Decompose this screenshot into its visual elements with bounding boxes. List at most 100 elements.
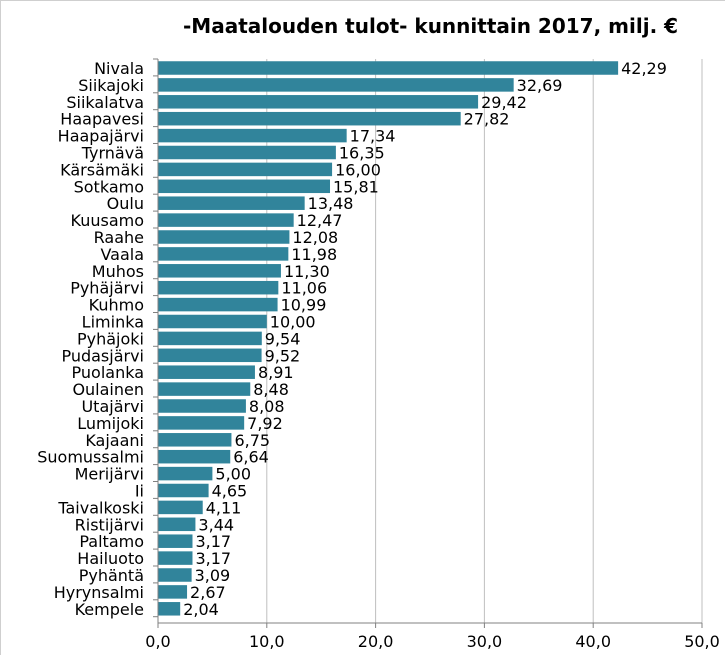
- bar: [158, 416, 245, 430]
- value-label: 6,75: [234, 431, 270, 450]
- bar: [158, 247, 289, 261]
- category-label: Hyrynsalmi: [54, 583, 144, 602]
- value-label: 8,08: [249, 397, 285, 416]
- axes: [153, 58, 703, 628]
- value-label: 16,00: [335, 160, 381, 179]
- category-label: Oulu: [107, 194, 144, 213]
- x-tick-label: 50,0: [684, 632, 720, 651]
- chart-title: -Maatalouden tulot- kunnittain 2017, mil…: [183, 14, 678, 38]
- category-label: Kajaani: [85, 431, 144, 450]
- value-label: 5,00: [215, 465, 251, 484]
- category-label: Haapajärvi: [58, 127, 144, 146]
- bar: [158, 61, 619, 75]
- value-label: 3,09: [195, 566, 231, 585]
- value-label: 42,29: [621, 59, 667, 78]
- value-label: 12,08: [292, 228, 338, 247]
- category-label: Lumijoki: [77, 414, 144, 433]
- value-label: 32,69: [517, 76, 563, 95]
- bar: [158, 314, 267, 329]
- value-label: 4,65: [212, 482, 248, 501]
- bar: [158, 483, 209, 498]
- x-tick-label: 10,0: [249, 632, 285, 651]
- value-label: 11,06: [281, 279, 327, 298]
- value-label: 2,04: [183, 600, 219, 619]
- category-label: Tyrnävä: [81, 144, 144, 163]
- x-tick-label: 20,0: [358, 632, 394, 651]
- value-label: 15,81: [333, 177, 379, 196]
- bar: [158, 331, 262, 346]
- category-label: Muhos: [92, 262, 144, 281]
- value-label: 2,67: [190, 583, 226, 602]
- bar: [158, 399, 246, 413]
- category-label: Taivalkoski: [57, 498, 144, 517]
- value-label: 3,17: [195, 549, 231, 568]
- category-label: Puolanka: [72, 363, 144, 382]
- bar: [158, 162, 333, 177]
- category-label: Paltamo: [79, 532, 144, 551]
- category-label: Pudasjärvi: [61, 346, 144, 365]
- bar: [158, 602, 181, 616]
- bar: [158, 230, 290, 244]
- value-label: 8,48: [253, 380, 289, 399]
- category-label: Ristijärvi: [75, 515, 144, 534]
- value-label: 12,47: [297, 211, 343, 230]
- category-label: Pyhäjärvi: [70, 279, 144, 298]
- grid-lines: [266, 59, 703, 623]
- category-label: Kuusamo: [71, 211, 145, 230]
- value-label: 11,30: [284, 262, 330, 281]
- value-label: 9,54: [265, 329, 301, 348]
- value-label: 29,42: [481, 93, 527, 112]
- category-label: Utajärvi: [81, 397, 144, 416]
- value-label: 16,35: [339, 144, 385, 163]
- category-label: Pyhäntä: [79, 566, 144, 585]
- bar: [158, 280, 279, 295]
- category-label: Pyhäjoki: [77, 329, 144, 348]
- bars: [158, 61, 619, 616]
- value-label: 8,91: [258, 363, 294, 382]
- category-label: Kärsämäki: [60, 160, 144, 179]
- bar: [158, 500, 203, 515]
- bar: [158, 551, 193, 565]
- bar: [158, 196, 305, 210]
- bar: [158, 95, 479, 109]
- bar: [158, 145, 336, 160]
- bar: [158, 585, 188, 599]
- x-tick-label: 0,0: [145, 632, 170, 651]
- value-label: 17,34: [350, 127, 396, 146]
- category-label: Siikajoki: [78, 76, 144, 95]
- bar: [158, 128, 347, 143]
- category-label: Oulainen: [72, 380, 144, 399]
- bar: [158, 365, 255, 379]
- category-label: Ii: [135, 482, 144, 501]
- category-label: Sotkamo: [74, 177, 144, 196]
- category-label: Suomussalmi: [37, 448, 144, 467]
- bar: [158, 348, 262, 363]
- bar: [158, 449, 231, 464]
- bar: [158, 517, 196, 532]
- category-label: Liminka: [82, 313, 144, 332]
- category-label: Haapavesi: [60, 110, 144, 129]
- category-label: Kempele: [75, 600, 144, 619]
- bar: [158, 466, 213, 481]
- bar: [158, 213, 294, 227]
- category-label: Siikalatva: [66, 93, 144, 112]
- category-label: Raahe: [94, 228, 144, 247]
- x-tick-label: 40,0: [575, 632, 611, 651]
- value-label: 4,11: [206, 498, 242, 517]
- bar: [158, 179, 331, 194]
- bar: [158, 534, 193, 548]
- value-label: 9,52: [265, 346, 301, 365]
- value-label: 11,98: [291, 245, 337, 264]
- value-label: 6,64: [233, 448, 269, 467]
- category-label: Vaala: [100, 245, 144, 264]
- x-tick-label: 30,0: [467, 632, 503, 651]
- bar: [158, 264, 281, 278]
- value-label: 27,82: [464, 110, 510, 129]
- bar: [158, 111, 461, 126]
- bar: [158, 78, 514, 92]
- value-label: 10,00: [270, 313, 316, 332]
- category-label: Hailuoto: [77, 549, 144, 568]
- bar: [158, 433, 232, 447]
- bar: [158, 568, 192, 582]
